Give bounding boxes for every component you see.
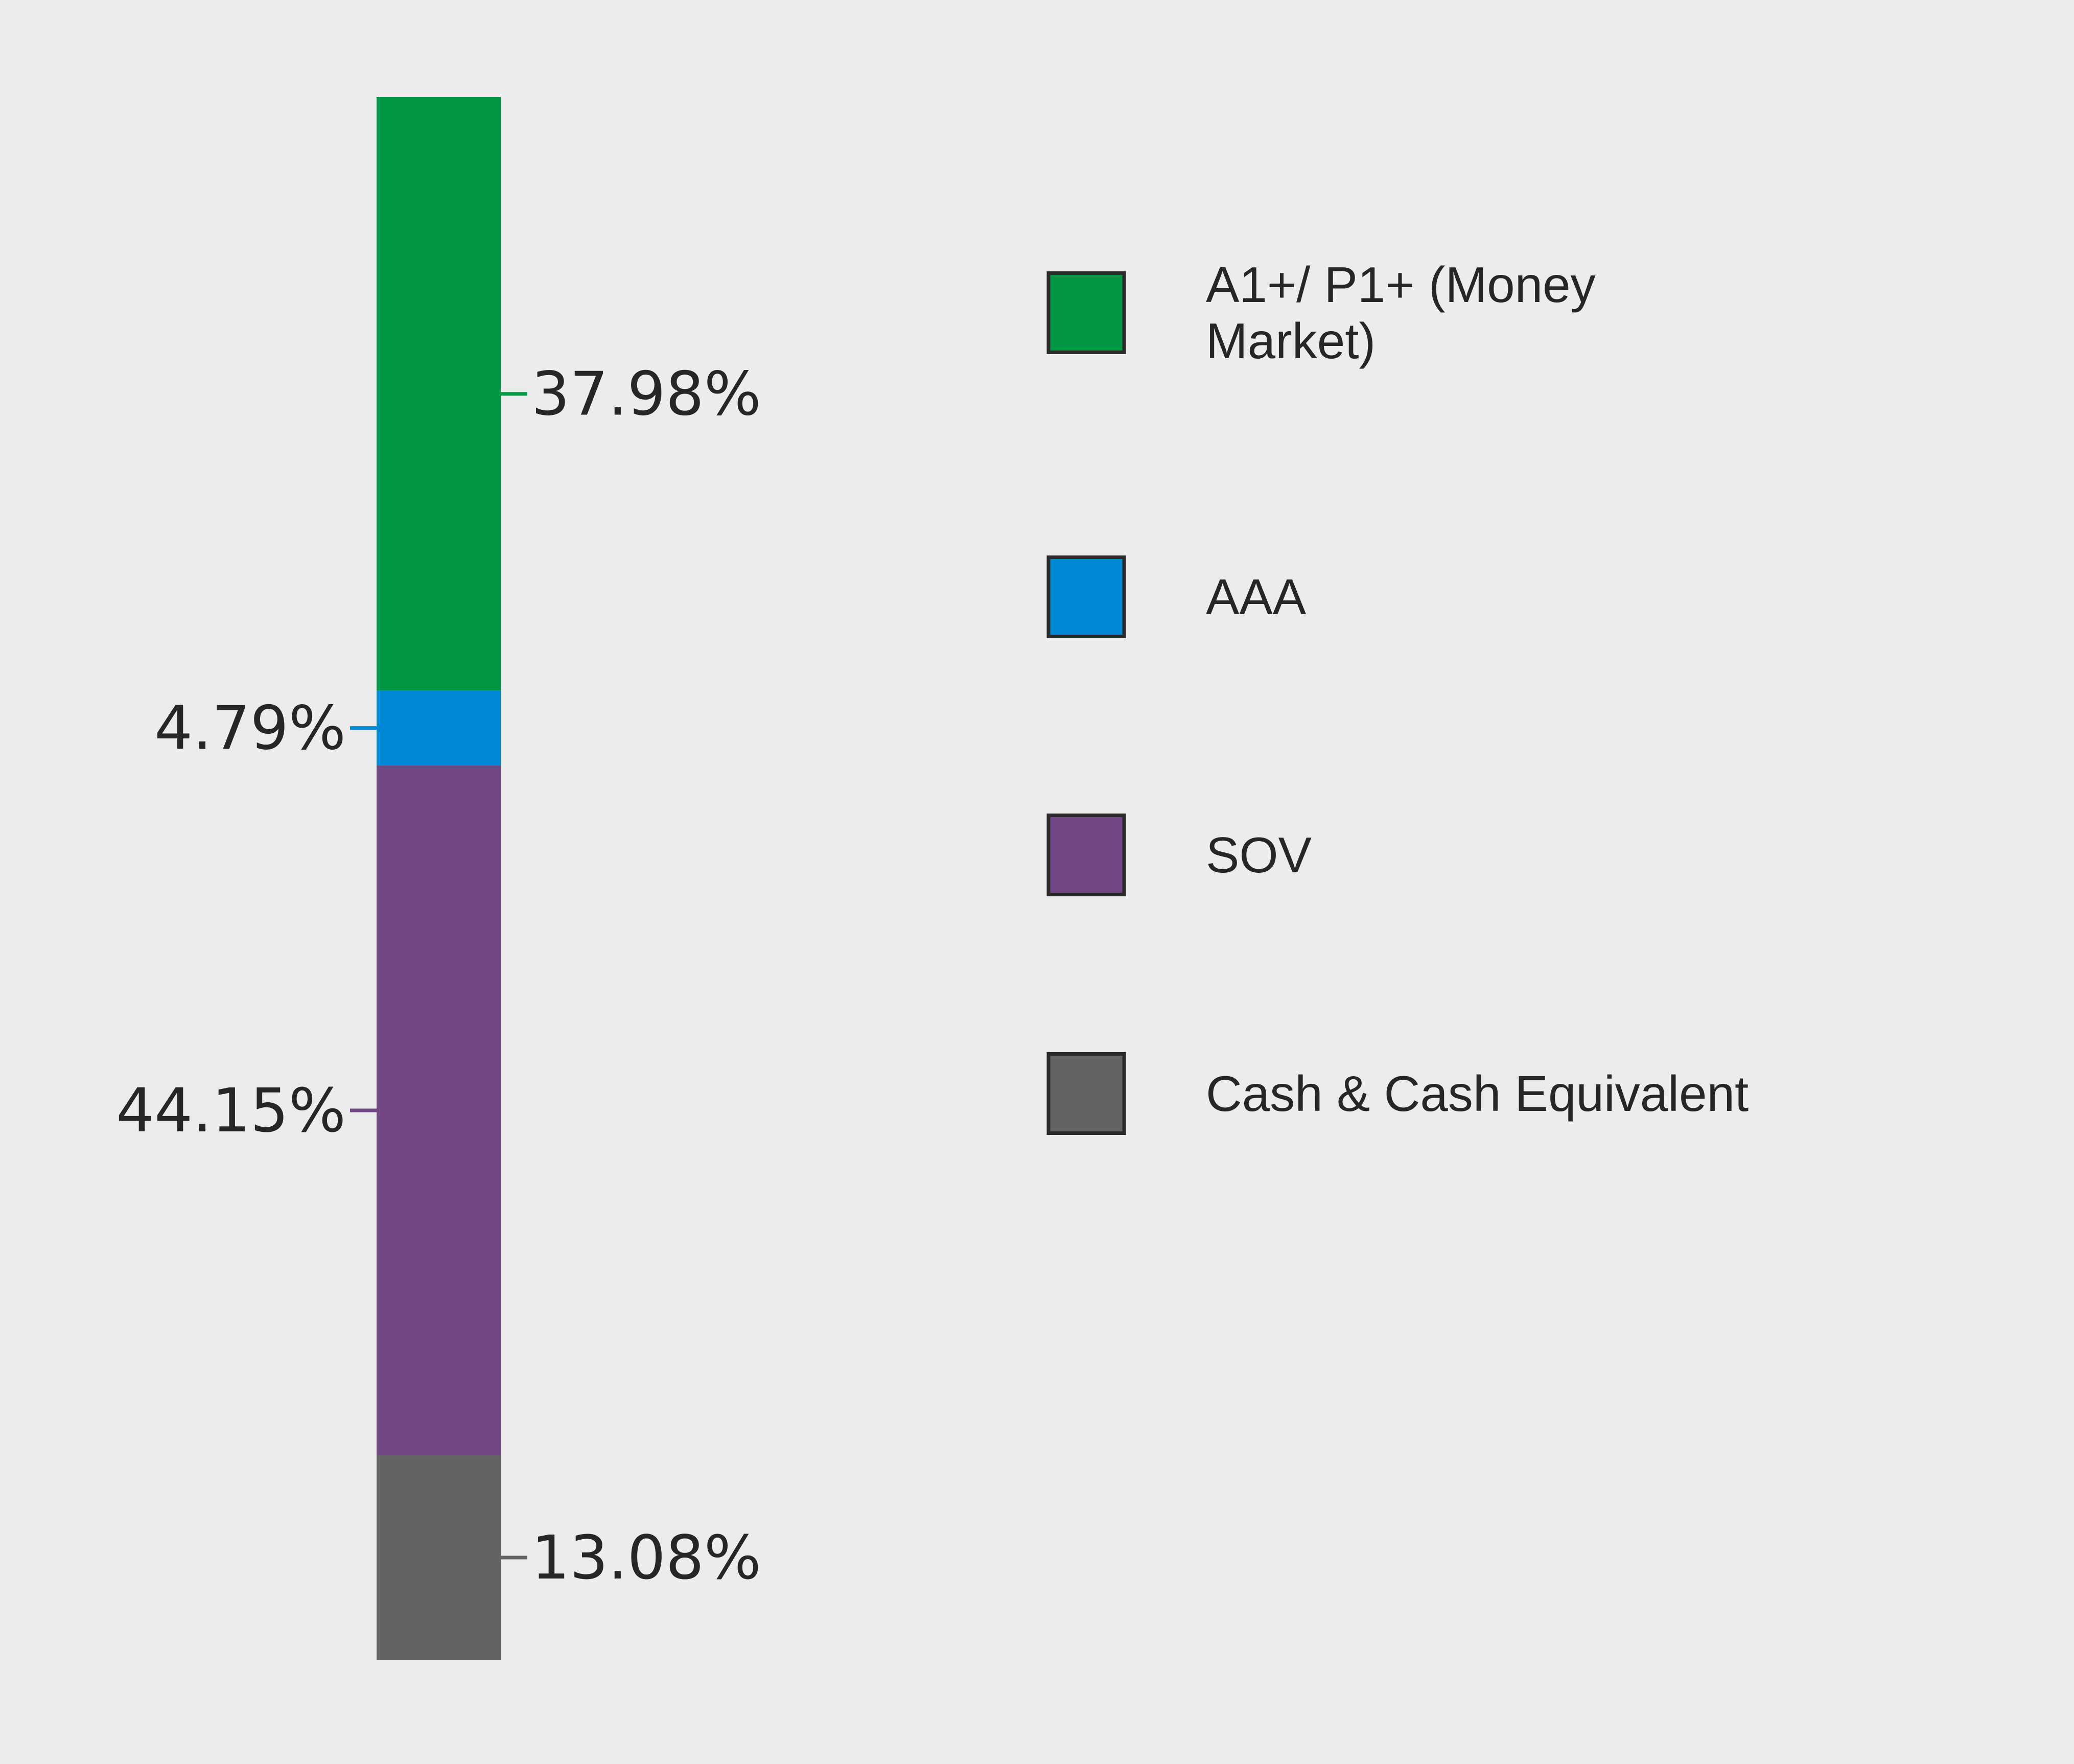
data-label-sov: 44.15% (116, 1075, 346, 1146)
percentage-labels: 37.98% 4.79% 44.15% 13.08% (116, 359, 761, 1593)
legend-swatch-sov (1046, 814, 1126, 896)
legend-label-cash-cash-equivalent: Cash & Cash Equivalent (1206, 1065, 1749, 1122)
legend-label-sov: SOV (1206, 827, 1312, 883)
bar-segment-aaa (377, 690, 501, 765)
bar-segment-a1-p1-money-market (377, 97, 501, 691)
legend-item-aaa: AAA (1046, 555, 1307, 638)
legend-label-aaa: AAA (1206, 569, 1307, 625)
legend-swatch-aaa (1046, 555, 1126, 638)
legend-item-a1-p1-money-market: A1+/ P1+ (Money Market) (1046, 257, 1596, 369)
data-label-a1-p1-money-market: 37.98% (531, 359, 761, 429)
legend: A1+/ P1+ (Money Market) AAA SOV Cash & Cash … (1046, 257, 1749, 1135)
data-label-aaa: 4.79% (154, 693, 346, 763)
legend-label-a1-p1-money-market: A1+/ P1+ (Money Market) (1206, 257, 1596, 369)
label-leader-lines (350, 392, 527, 1560)
bar-stack (377, 97, 501, 1660)
legend-item-sov: SOV (1046, 814, 1312, 896)
data-label-cash-cash-equivalent: 13.08% (531, 1522, 761, 1593)
bar-segment-sov (377, 765, 501, 1456)
legend-swatch-cash-cash-equivalent (1046, 1052, 1126, 1135)
legend-item-cash-cash-equivalent: Cash & Cash Equivalent (1046, 1052, 1749, 1135)
legend-swatch-a1-p1-money-market (1046, 271, 1126, 354)
bar-segment-cash-cash-equivalent (377, 1455, 501, 1660)
